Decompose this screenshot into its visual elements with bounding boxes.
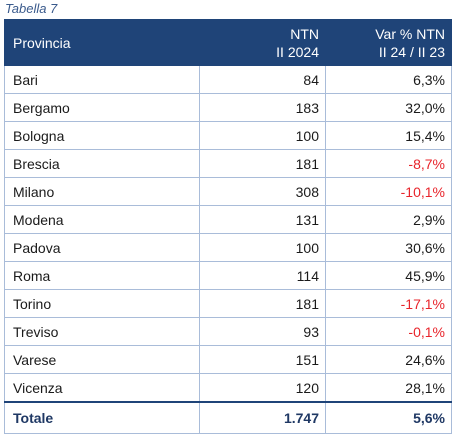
cell-provincia: Bari [4, 65, 200, 94]
cell-ntn: 131 [199, 205, 326, 234]
cell-var: 24,6% [325, 345, 452, 374]
table-row: Padova 100 30,6% [4, 233, 452, 262]
cell-ntn: 93 [199, 317, 326, 346]
cell-var: 32,0% [325, 93, 452, 122]
table-row: Torino 181 -17,1% [4, 289, 452, 318]
cell-var: 45,9% [325, 261, 452, 290]
table-body: Bari 84 6,3% Bergamo 183 32,0% Bologna 100 15,4%… [4, 65, 452, 434]
table-row: Bologna 100 15,4% [4, 121, 452, 150]
cell-ntn: 120 [199, 373, 326, 403]
table-row: Vicenza 120 28,1% [4, 373, 452, 403]
table-row: Roma 114 45,9% [4, 261, 452, 290]
table-header-row: Provincia NTN II 2024 Var % NTN II 24 / … [4, 19, 452, 66]
cell-provincia: Torino [4, 289, 200, 318]
cell-ntn: 183 [199, 93, 326, 122]
cell-ntn: 100 [199, 233, 326, 262]
cell-provincia: Varese [4, 345, 200, 374]
cell-var: -8,7% [325, 149, 452, 178]
cell-ntn: 100 [199, 121, 326, 150]
header-provincia: Provincia [4, 19, 200, 66]
header-var-line2: II 24 / II 23 [378, 43, 445, 60]
cell-ntn: 84 [199, 65, 326, 94]
cell-var: 6,3% [325, 65, 452, 94]
table-row: Bari 84 6,3% [4, 65, 452, 94]
cell-ntn: 151 [199, 345, 326, 374]
cell-provincia: Milano [4, 177, 200, 206]
total-row: Totale 1.747 5,6% [4, 401, 452, 434]
header-ntn: NTN II 2024 [199, 19, 326, 66]
header-var: Var % NTN II 24 / II 23 [325, 19, 452, 66]
cell-ntn: 308 [199, 177, 326, 206]
cell-provincia: Padova [4, 233, 200, 262]
cell-var: -0,1% [325, 317, 452, 346]
cell-ntn: 181 [199, 289, 326, 318]
cell-provincia: Roma [4, 261, 200, 290]
header-ntn-line1: NTN [290, 25, 319, 42]
table-row: Brescia 181 -8,7% [4, 149, 452, 178]
cell-provincia: Bergamo [4, 93, 200, 122]
cell-var: -17,1% [325, 289, 452, 318]
cell-var: 15,4% [325, 121, 452, 150]
header-ntn-line2: II 2024 [276, 43, 319, 60]
cell-ntn: 114 [199, 261, 326, 290]
provinces-table: Provincia NTN II 2024 Var % NTN II 24 / … [4, 19, 452, 434]
table-row: Modena 131 2,9% [4, 205, 452, 234]
cell-provincia: Brescia [4, 149, 200, 178]
cell-ntn: 181 [199, 149, 326, 178]
total-label: Totale [4, 401, 200, 434]
table-row: Treviso 93 -0,1% [4, 317, 452, 346]
cell-provincia: Modena [4, 205, 200, 234]
cell-var: -10,1% [325, 177, 452, 206]
table-row: Varese 151 24,6% [4, 345, 452, 374]
cell-provincia: Vicenza [4, 373, 200, 403]
total-var: 5,6% [325, 401, 452, 434]
cell-var: 28,1% [325, 373, 452, 403]
table-row: Bergamo 183 32,0% [4, 93, 452, 122]
table-row: Milano 308 -10,1% [4, 177, 452, 206]
cell-provincia: Treviso [4, 317, 200, 346]
header-var-line1: Var % NTN [375, 25, 445, 42]
table-caption: Tabella 7 [5, 1, 58, 16]
cell-var: 2,9% [325, 205, 452, 234]
cell-provincia: Bologna [4, 121, 200, 150]
cell-var: 30,6% [325, 233, 452, 262]
total-ntn: 1.747 [199, 401, 326, 434]
